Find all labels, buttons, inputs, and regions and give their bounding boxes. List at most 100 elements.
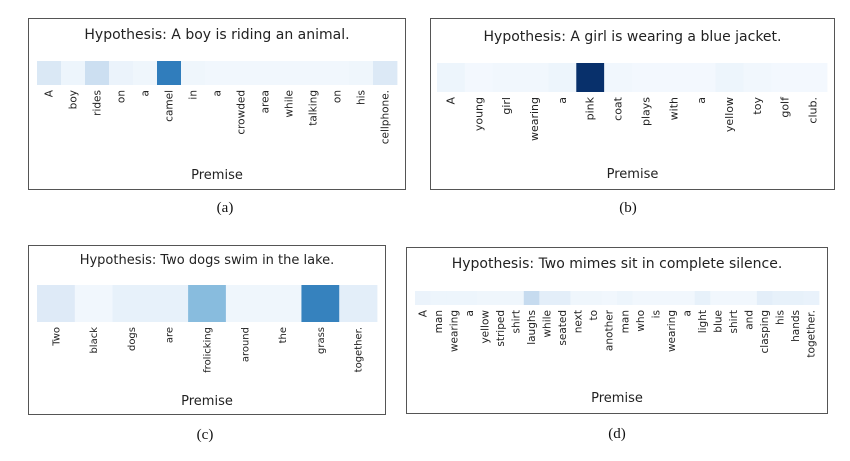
heatmap-cell bbox=[37, 285, 76, 322]
heatmap-cell bbox=[109, 61, 134, 85]
token-label: a bbox=[695, 97, 708, 104]
panel-c: Hypothesis: Two dogs swim in the lake. T… bbox=[28, 245, 386, 415]
token-label: camel bbox=[164, 90, 176, 122]
token-label: rides bbox=[92, 90, 104, 116]
heatmap-cell bbox=[799, 63, 828, 92]
heatmap-cell bbox=[61, 61, 86, 85]
token-label: club. bbox=[807, 97, 820, 124]
heatmap-cell bbox=[548, 63, 577, 92]
heatmap-cell bbox=[687, 63, 716, 92]
token-label: a bbox=[140, 90, 152, 96]
token-label: black bbox=[89, 327, 100, 354]
heatmap-cell bbox=[725, 291, 742, 305]
token-label: a bbox=[464, 310, 476, 316]
heatmap-cell bbox=[570, 291, 587, 305]
heatmap-cell bbox=[415, 291, 431, 305]
heatmap-cell bbox=[710, 291, 727, 305]
token-label: seated bbox=[557, 310, 569, 346]
token-label: cellphone. bbox=[380, 90, 392, 144]
heatmap-cell bbox=[188, 285, 227, 322]
panel-a: Hypothesis: A boy is riding an animal. A… bbox=[28, 18, 406, 190]
token-label: striped bbox=[495, 310, 507, 347]
heatmap-cell bbox=[446, 291, 463, 305]
token-label: a bbox=[681, 310, 693, 316]
heatmap-cell bbox=[339, 285, 378, 322]
token-label: together. bbox=[354, 327, 365, 372]
heatmap-cell bbox=[157, 61, 182, 85]
heatmap-cell bbox=[301, 61, 326, 85]
heatmap-cell bbox=[85, 61, 110, 85]
heatmap-cell bbox=[181, 61, 206, 85]
token-label: grass bbox=[316, 327, 327, 354]
heatmap-cell bbox=[520, 63, 549, 92]
token-label: yellow bbox=[479, 310, 491, 344]
heatmap-cell bbox=[659, 63, 689, 92]
heatmap-cell bbox=[743, 63, 772, 92]
heatmap-cell bbox=[74, 285, 113, 322]
caption-a: (a) bbox=[216, 200, 234, 216]
token-label: area bbox=[260, 90, 272, 113]
heatmap-cell bbox=[464, 63, 494, 92]
heatmap-cell bbox=[349, 61, 374, 85]
heatmap-cell bbox=[263, 285, 302, 322]
caption-c: (c) bbox=[196, 427, 214, 443]
token-label: coat bbox=[612, 96, 625, 121]
heatmap-cell bbox=[373, 61, 398, 85]
token-label: and bbox=[744, 310, 756, 330]
heatmap-cell bbox=[663, 291, 680, 305]
token-label: his bbox=[775, 310, 787, 325]
token-label: who bbox=[635, 310, 647, 332]
hypothesis-title: Hypothesis: Two dogs swim in the lake. bbox=[79, 253, 335, 268]
token-label: wearing bbox=[666, 310, 678, 352]
premise-label: Premise bbox=[181, 394, 233, 409]
token-label: while bbox=[542, 310, 554, 338]
heatmap-cell bbox=[648, 291, 665, 305]
token-label: young bbox=[472, 97, 485, 131]
token-label: to bbox=[588, 310, 600, 321]
heatmap-cell bbox=[554, 291, 571, 305]
heatmap-cell bbox=[508, 291, 525, 305]
heatmap-cell bbox=[477, 291, 494, 305]
caption-d: (d) bbox=[608, 426, 626, 442]
heatmap-cell bbox=[112, 285, 151, 322]
token-label: shirt bbox=[511, 310, 523, 333]
premise-label: Premise bbox=[191, 168, 243, 183]
heatmap-cell bbox=[741, 291, 758, 305]
caption-b: (b) bbox=[619, 200, 637, 216]
token-label: plays bbox=[639, 97, 652, 126]
token-label: light bbox=[697, 310, 709, 333]
heatmap-cell bbox=[539, 291, 556, 305]
heatmap-svg: Two black dogs are frolicking around the grass t… bbox=[37, 285, 378, 373]
heatmap-cell bbox=[430, 291, 447, 305]
heatmap-cell bbox=[803, 291, 820, 305]
hypothesis-title: Hypothesis: A girl is wearing a blue jac… bbox=[483, 29, 782, 45]
heatmap-cell bbox=[694, 291, 711, 305]
token-label: pink bbox=[584, 96, 597, 120]
heatmap-cell bbox=[772, 291, 789, 305]
token-label: a bbox=[556, 97, 569, 104]
token-label: crowded bbox=[236, 90, 248, 135]
panel-d: Hypothesis: Two mimes sit in complete si… bbox=[406, 247, 828, 414]
heatmap-cell bbox=[253, 61, 278, 85]
heatmap-cell bbox=[37, 61, 62, 85]
heatmap-cell bbox=[492, 63, 521, 92]
token-label: dogs bbox=[127, 327, 138, 351]
heatmap-cell bbox=[325, 61, 350, 85]
token-label: in bbox=[188, 90, 200, 100]
token-label: laughs bbox=[526, 310, 538, 345]
heatmap-cell bbox=[604, 63, 633, 92]
token-label: next bbox=[573, 310, 585, 333]
heatmap-cell bbox=[277, 61, 302, 85]
heatmap-cell bbox=[150, 285, 189, 322]
token-label: girl bbox=[500, 97, 513, 115]
token-label: A bbox=[417, 309, 429, 317]
token-label: his bbox=[356, 90, 368, 105]
hypothesis-title: Hypothesis: A boy is riding an animal. bbox=[84, 27, 350, 43]
token-label: shirt bbox=[728, 310, 740, 333]
heatmap-cell bbox=[523, 291, 540, 305]
token-label: hands bbox=[790, 310, 802, 342]
heatmap-cell bbox=[787, 291, 804, 305]
token-label: A bbox=[44, 89, 56, 97]
token-label: while bbox=[284, 90, 296, 118]
token-label: toy bbox=[751, 97, 764, 115]
